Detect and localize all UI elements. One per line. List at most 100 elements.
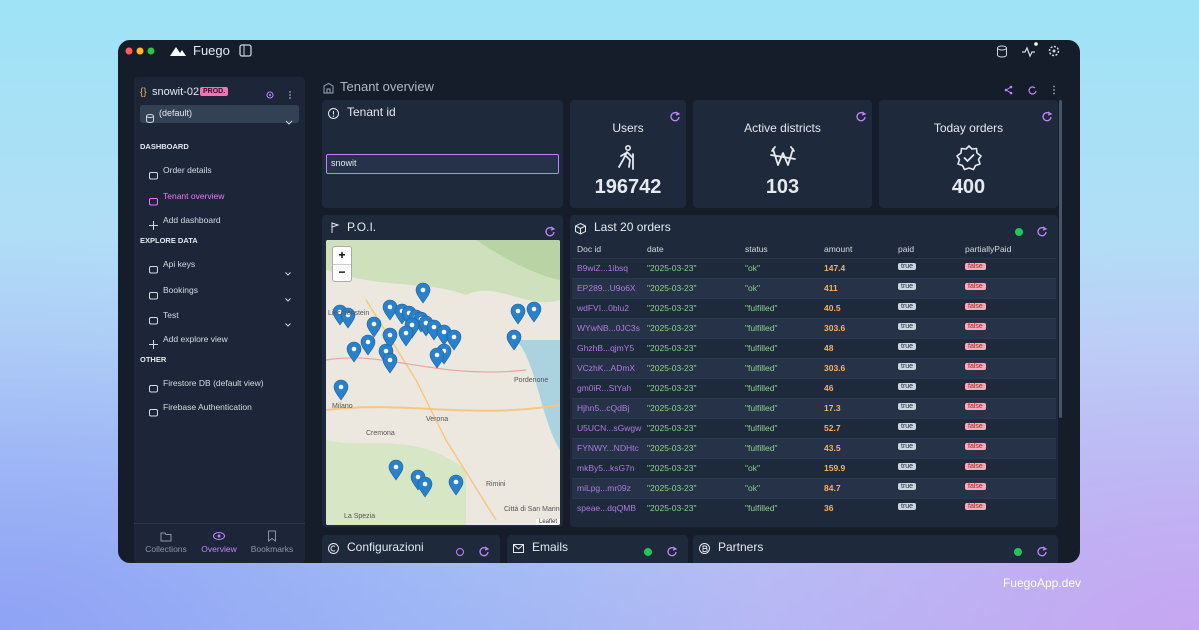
bool-badge: false: [965, 383, 986, 390]
refresh-icon: [1037, 223, 1048, 237]
column-header: date: [647, 244, 664, 254]
bool-badge: false: [965, 443, 986, 450]
status-dot: [644, 543, 652, 556]
menu-icon-glyph: [149, 292, 158, 300]
widget-card: Partners: [693, 535, 1058, 563]
widget-icon-glyph: [699, 543, 710, 554]
orders-icon-glyph: [575, 222, 586, 235]
map-label: Cremona: [366, 430, 395, 437]
card-title: Last 20 orders: [594, 220, 671, 234]
zoom-in[interactable]: +: [333, 247, 351, 265]
table-cell: "2025-03-23": [647, 343, 697, 353]
menu-item[interactable]: Firestore DB (default view): [163, 378, 264, 388]
table-cell: "2025-03-23": [647, 263, 697, 273]
tenant-input[interactable]: snowit: [326, 154, 559, 174]
database-select[interactable]: (default): [140, 105, 299, 125]
stat-card: Active districts 103: [693, 100, 872, 208]
page-icon: [323, 81, 334, 94]
table-row: [572, 498, 1056, 519]
refresh-icon-glyph: [670, 111, 681, 122]
tab-icon-glyph: [160, 532, 172, 542]
bool-badge: false: [965, 303, 986, 310]
menu-item[interactable]: Firebase Authentication: [163, 402, 252, 412]
menu-icon-glyph: [149, 198, 158, 206]
table-cell: GhzhB...qjmY5: [577, 343, 635, 353]
card-title: Configurazioni: [347, 540, 424, 554]
tab-label[interactable]: Overview: [201, 544, 237, 554]
table-cell: 17.3: [824, 403, 841, 413]
stat-value: 196742: [594, 176, 662, 198]
tab-label[interactable]: Collections: [145, 544, 187, 554]
table-cell: VCzhK...ADmX: [577, 363, 636, 373]
refresh-icon: [670, 108, 681, 122]
stat-card: Users 196742: [570, 100, 686, 208]
table-row: [572, 358, 1056, 379]
bool-badge: true: [898, 343, 917, 350]
table-cell: EP289...U9o6X: [577, 283, 636, 293]
menu-icon: [149, 193, 158, 206]
chevron-glyph: [285, 120, 293, 125]
table-row: [572, 398, 1056, 419]
menu-icon-glyph: [149, 266, 158, 274]
refresh-icon-glyph: [545, 226, 556, 237]
map-label: La Spezia: [344, 513, 376, 520]
menu-icon: [149, 261, 158, 274]
app-name: Fuego: [193, 43, 230, 58]
title-bar: [125, 42, 1060, 58]
menu-item[interactable]: Add dashboard: [163, 215, 221, 225]
orders-icon: [575, 221, 586, 235]
table-cell: "2025-03-23": [647, 283, 697, 293]
bool-badge: true: [898, 363, 917, 370]
expand-chevron: [285, 289, 291, 302]
tab-icon: [160, 529, 172, 542]
bool-badge: false: [965, 283, 986, 290]
chevron: [285, 112, 293, 125]
scrollbar: [1059, 100, 1062, 418]
table-cell: "2025-03-23": [647, 323, 697, 333]
menu-icon-glyph: [149, 317, 158, 325]
bool-badge: false: [965, 463, 986, 470]
table-row: [572, 438, 1056, 459]
table-cell: "fulfilled": [745, 423, 778, 433]
stat-label: Today orders: [933, 121, 1004, 135]
stat-card: Today orders 400: [879, 100, 1058, 208]
expand-chevron-glyph: [285, 298, 291, 302]
status-dot: [1015, 223, 1023, 236]
menu-item[interactable]: Bookings: [163, 285, 198, 295]
table-cell: "fulfilled": [745, 443, 778, 453]
menu-item[interactable]: Order details: [163, 165, 212, 175]
refresh-icon-glyph: [856, 111, 867, 122]
table-cell: 48: [824, 343, 834, 353]
card-title: Tenant id: [347, 105, 396, 119]
map[interactable]: Liechtenstein Milano Cremona Verona Pordenon…: [326, 240, 560, 525]
menu-item[interactable]: Tenant overview: [163, 191, 225, 201]
menu-icon-glyph: [149, 172, 158, 180]
menu-item[interactable]: Add explore view: [163, 334, 228, 344]
map-label: Verona: [426, 416, 449, 423]
table-row: [572, 318, 1056, 339]
tab-icon: [266, 529, 278, 542]
zoom-out[interactable]: −: [338, 265, 346, 279]
table-cell: U5UCN...sGwgw: [577, 423, 642, 433]
table-cell: "fulfilled": [745, 363, 778, 373]
table-cell: "fulfilled": [745, 343, 778, 353]
status-dot-glyph: [1015, 228, 1023, 236]
database-icon-glyph: [146, 114, 154, 123]
map-label: Milano: [332, 403, 353, 410]
table-cell: "ok": [745, 283, 761, 293]
menu-item[interactable]: Api keys: [163, 259, 196, 269]
tab-label[interactable]: Bookmarks: [250, 544, 294, 554]
menu-item[interactable]: Test: [163, 310, 179, 320]
table-cell: "fulfilled": [745, 323, 778, 333]
refresh-icon-glyph: [1037, 546, 1048, 557]
refresh-icon-glyph: [479, 546, 490, 557]
tab-icon-glyph: [268, 530, 276, 542]
section-title: OTHER: [140, 355, 167, 364]
map-label: Rimini: [486, 481, 506, 488]
table-cell: "fulfilled": [745, 383, 778, 393]
status-dot: [1014, 543, 1022, 556]
tabs-divider: [134, 523, 305, 524]
column-header: Doc id: [577, 244, 602, 254]
table-cell: "2025-03-23": [647, 463, 697, 473]
map-attribution: Leaflet: [535, 519, 560, 525]
